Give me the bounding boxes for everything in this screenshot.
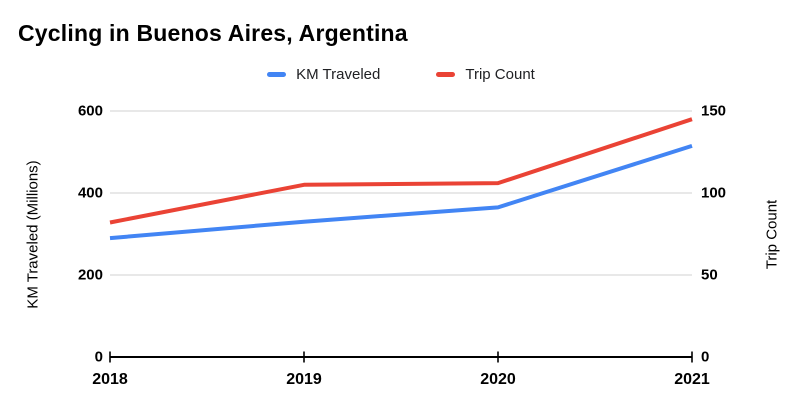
right-axis-title: Trip Count: [763, 199, 781, 270]
series-line-trip-count: [109, 117, 693, 225]
x-axis-label-2021: 2021: [674, 371, 710, 388]
left-axis-tick-label: 400: [77, 184, 103, 202]
right-axis-tick-label: 0: [701, 348, 710, 366]
legend: KM Traveled Trip Count: [110, 62, 692, 86]
legend-item-km-traveled: KM Traveled: [267, 66, 380, 83]
x-axis-label-2019: 2019: [286, 371, 322, 388]
legend-marker-trip-count: [436, 71, 456, 77]
series-line-km-traveled: [109, 143, 693, 241]
legend-label: Trip Count: [465, 65, 535, 83]
legend-label: KM Traveled: [296, 65, 381, 83]
x-axis-label-2020: 2020: [480, 371, 516, 388]
left-axis-title: KM Traveled (Millions): [24, 160, 42, 309]
left-axis-tick-label: 600: [77, 102, 103, 120]
right-axis-tick-label: 50: [701, 266, 718, 284]
legend-item-trip-count: Trip Count: [436, 65, 535, 83]
right-axis-tick-label: 100: [701, 184, 727, 202]
left-axis-tick-label: 0: [94, 348, 103, 366]
left-axis-tick-label: 200: [77, 266, 103, 284]
chart-title: Cycling in Buenos Aires, Argentina: [18, 20, 408, 46]
x-axis-label-2018: 2018: [92, 371, 128, 388]
legend-marker-km-traveled: [267, 71, 287, 77]
right-axis-tick-label: 150: [701, 102, 727, 120]
